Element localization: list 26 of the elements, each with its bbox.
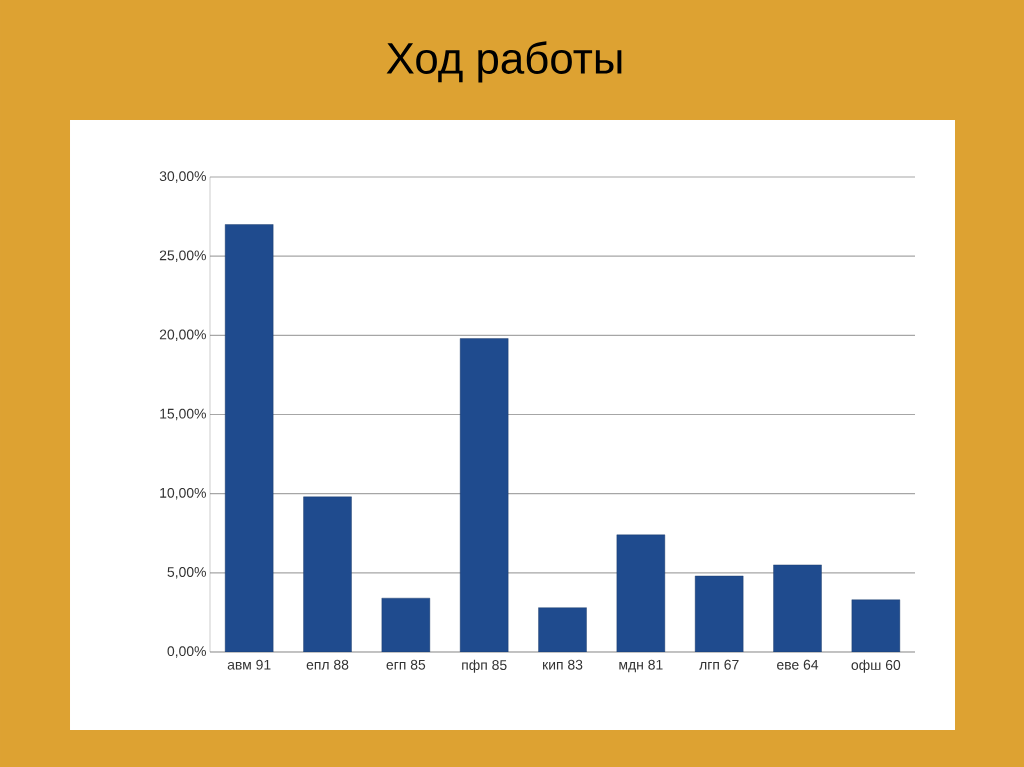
- x-tick-label: авм 91: [227, 659, 271, 670]
- y-tick-label: 0,00%: [167, 646, 206, 658]
- x-tick-label: лгп 67: [699, 659, 739, 670]
- x-tick-label: кип 83: [543, 659, 583, 670]
- chart-title: Ход работы: [386, 41, 622, 83]
- x-tick-label: пфп 85: [462, 659, 507, 673]
- bar: [303, 496, 352, 652]
- x-tick-label: егп 85: [386, 659, 426, 670]
- bar: [851, 599, 901, 652]
- bar: [538, 607, 587, 652]
- bar: [459, 338, 509, 652]
- y-tick-label: 30,00%: [159, 171, 206, 183]
- bar: [616, 534, 666, 652]
- bar: [694, 575, 744, 652]
- bar: [773, 564, 822, 652]
- y-tick-label: 20,00%: [159, 329, 206, 342]
- bar: [224, 224, 274, 652]
- x-tick-label: епл 88: [306, 659, 349, 670]
- y-tick-label: 5,00%: [167, 567, 206, 579]
- y-tick-label: 25,00%: [159, 250, 206, 262]
- y-tick-label: 15,00%: [160, 408, 206, 421]
- bar: [381, 597, 431, 652]
- x-tick-label: еве 64: [777, 659, 819, 670]
- x-tick-label: мдн 81: [619, 659, 663, 673]
- x-tick-label: офш 60: [851, 659, 901, 673]
- y-tick-label: 10,00%: [160, 487, 206, 500]
